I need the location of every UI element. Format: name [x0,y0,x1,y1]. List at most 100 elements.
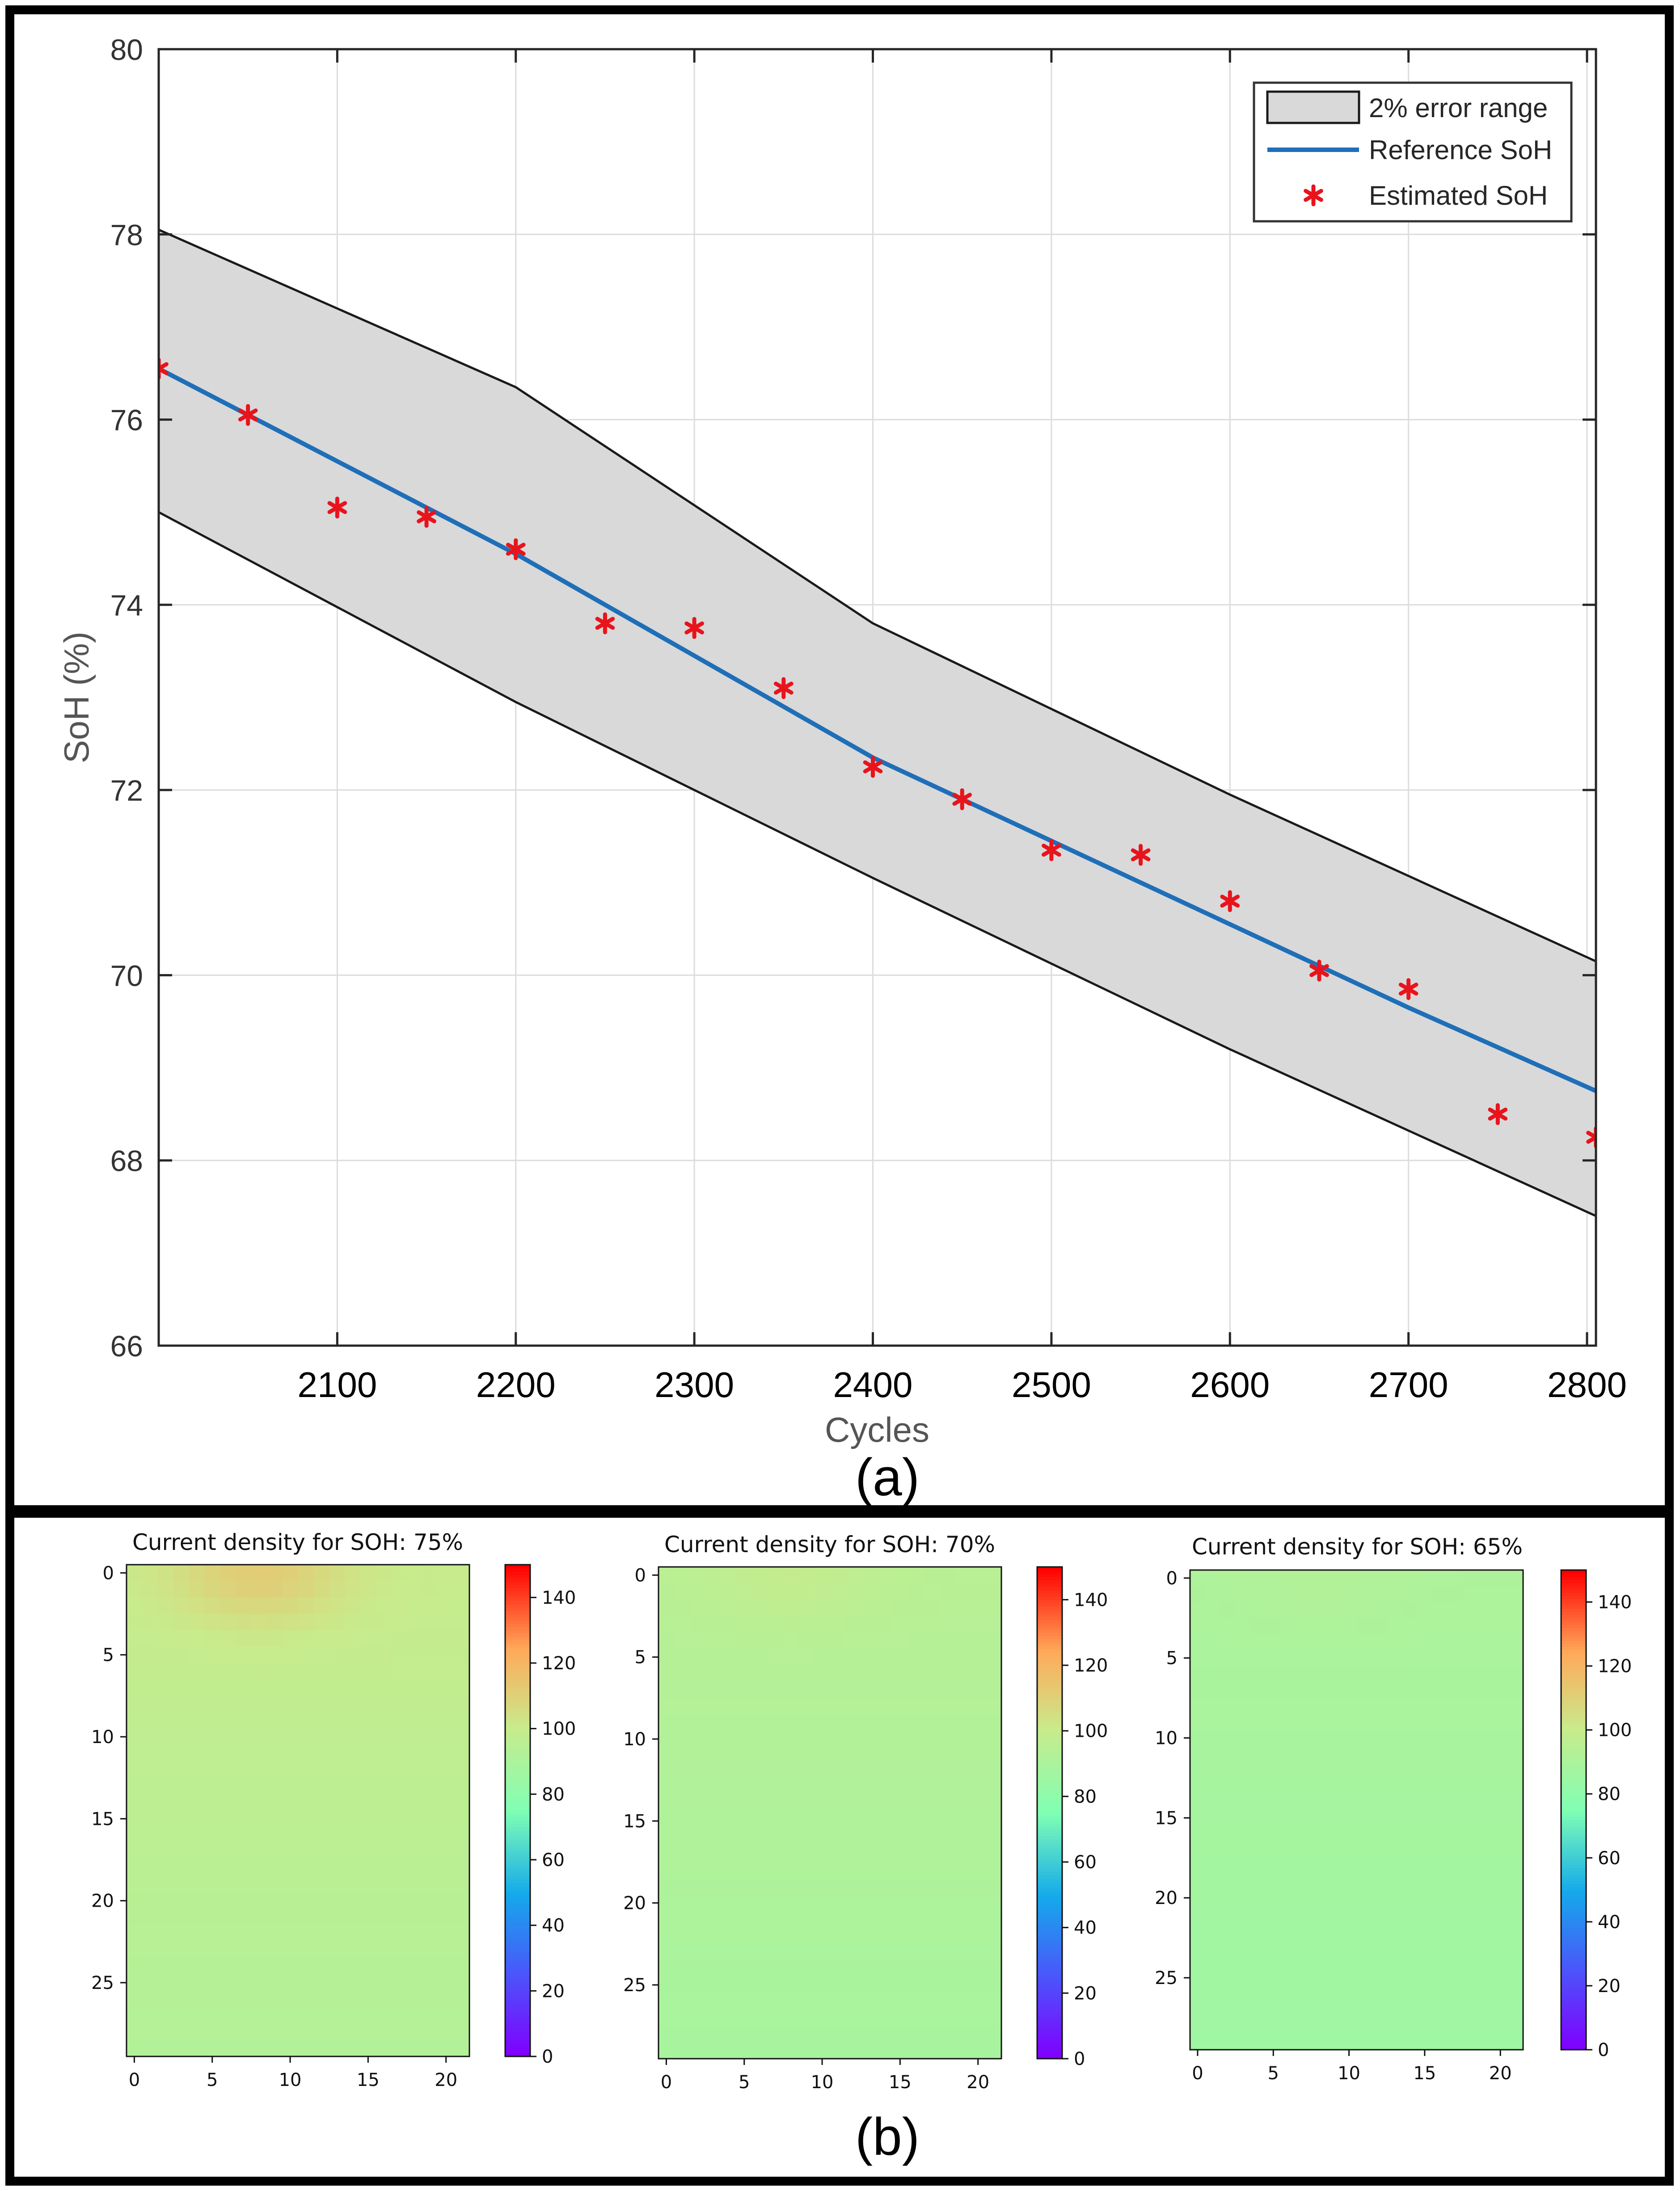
heatmap-cell [923,1895,940,1912]
heatmap-cell [236,1696,252,1713]
heatmap-cell [407,1630,423,1647]
heatmap-cell [783,1714,799,1731]
heatmap-cell [845,1731,862,1748]
colorbar-segment [1037,1914,1062,1918]
heatmap-cell [173,1777,190,1795]
heatmap-cell [266,1876,283,1893]
colorbar-segment [1037,2042,1062,2046]
heatmap-cell [282,2040,299,2057]
heatmap-y-tick-label: 10 [623,1729,646,1750]
colorbar-segment [505,1905,530,1909]
heatmap-cell [689,1567,706,1584]
heatmap-cell [1447,1921,1463,1938]
heatmap-cell [689,1583,706,1600]
heatmap-cell [1447,1714,1463,1731]
colorbar-segment [1037,1832,1062,1836]
heatmap-cell [220,1646,236,1663]
heatmap-cell [1220,1874,1236,1891]
colorbar-segment [1037,1698,1062,1702]
heatmap-cell [282,1728,299,1746]
heatmap-cell [298,1876,314,1893]
heatmap-cell [705,1911,722,1928]
colorbar-segment [1037,1882,1062,1886]
heatmap-cell [345,1679,361,1697]
heatmap-cell [768,1747,784,1764]
heatmap-cell [1372,1906,1388,1922]
x-tick-labels: 2100 2200 2300 2400 2500 2600 2700 2800 [297,1365,1627,1405]
heatmap-cell [1417,1794,1433,1811]
colorbar [505,1565,530,2057]
heatmap-cell [752,1665,768,1682]
colorbar-segment [1561,1813,1586,1817]
colorbar-segment [1037,1731,1062,1735]
colorbar-segment [505,1876,530,1880]
colorbar-segment [1037,2029,1062,2033]
colorbar-segment [1561,1982,1586,1986]
colorbar-segment [505,1676,530,1680]
heatmap-cell [204,1663,220,1680]
heatmap-cell [689,1845,706,1862]
heatmap-cell [313,1811,330,1828]
heatmap-cell [282,1843,299,1860]
heatmap-cell [923,2009,940,2026]
heatmap-cell [1205,1634,1221,1651]
heatmap-y-tick-label: 5 [103,1645,114,1666]
colorbar-segment [1561,1589,1586,1593]
heatmap-cell [1508,1857,1524,1874]
heatmap-cell [173,1811,190,1828]
heatmap-cell [422,1925,439,1942]
heatmap-cell [391,2023,408,2041]
heatmap-cell [157,1777,174,1795]
heatmap-cell [798,1616,815,1633]
heatmap-cell [345,1958,361,1975]
colorbar-segment [1037,1705,1062,1709]
heatmap-cell [705,1927,722,1945]
colorbar-segment [505,1811,530,1815]
heatmap-cell [783,1616,799,1633]
heatmap-cell [1341,2018,1357,2035]
heatmap-cell [1387,1746,1402,1762]
heatmap-cell [204,1925,220,1942]
heatmap-cell [1447,1666,1463,1683]
colorbar-segment [505,1673,530,1677]
heatmap-cell [674,1944,690,1961]
heatmap-cell [329,1761,345,1778]
heatmap-cell [1417,1906,1433,1922]
heatmap-cell [814,1845,831,1862]
heatmap-cell [1402,1650,1418,1667]
heatmap-cell [798,1731,815,1748]
heatmap-cell [1447,1826,1463,1842]
heatmap-cell [1266,1586,1281,1603]
heatmap-cell [1493,1874,1508,1891]
heatmap-cell [438,1712,454,1729]
heatmap-cell [391,1925,408,1942]
heatmap-cell [422,1892,439,1909]
heatmap-cell [892,1976,908,1994]
heatmap-cell [798,1764,815,1781]
heatmap-cell [1235,1777,1251,1794]
heatmap-cell [266,1925,283,1942]
heatmap-cell [783,1632,799,1650]
colorbar-segment [1037,2022,1062,2026]
heatmap-cell [970,1829,986,1846]
heatmap-cell [142,1827,158,1844]
heatmap-cell [220,1942,236,1959]
colorbar-tick-label: 100 [1598,1720,1632,1741]
heatmap-cell [798,2026,815,2043]
heatmap-cell [438,1630,454,1647]
heatmap-cell [454,1892,470,1909]
heatmap-cell [1296,1842,1312,1858]
heatmap-cell [407,1565,423,1582]
heatmap-cell [1220,1970,1236,1986]
heatmap-cell [877,1616,893,1633]
heatmap-cell [752,2026,768,2043]
heatmap-cell [142,1958,158,1975]
heatmap-cell [1266,1650,1281,1667]
heatmap-cell [705,2042,722,2059]
heatmap-cell [438,1646,454,1663]
heatmap-cell [798,1649,815,1666]
colorbar-segment [1561,1723,1586,1727]
heatmap-cell [391,1712,408,1729]
heatmap-cell [1372,1650,1388,1667]
heatmap-cell [1220,1666,1236,1683]
